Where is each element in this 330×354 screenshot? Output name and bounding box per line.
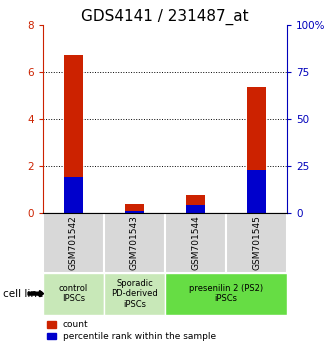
Text: GSM701542: GSM701542 <box>69 216 78 270</box>
Bar <box>165 213 226 273</box>
Bar <box>186 195 205 213</box>
Bar <box>43 213 104 273</box>
Bar <box>248 87 266 213</box>
Bar <box>248 170 266 213</box>
Bar <box>125 204 144 213</box>
Legend: count, percentile rank within the sample: count, percentile rank within the sample <box>48 320 216 341</box>
Bar <box>186 205 205 213</box>
Bar <box>104 273 165 315</box>
Text: GSM701544: GSM701544 <box>191 216 200 270</box>
Bar <box>43 273 104 315</box>
Title: GDS4141 / 231487_at: GDS4141 / 231487_at <box>81 8 249 25</box>
Bar <box>226 213 287 273</box>
Text: control
IPSCs: control IPSCs <box>59 284 88 303</box>
Text: cell line: cell line <box>3 289 44 299</box>
Bar <box>125 211 144 213</box>
Text: GSM701545: GSM701545 <box>252 215 261 270</box>
Text: presenilin 2 (PS2)
iPSCs: presenilin 2 (PS2) iPSCs <box>189 284 263 303</box>
Text: Sporadic
PD-derived
iPSCs: Sporadic PD-derived iPSCs <box>111 279 158 309</box>
Bar <box>64 55 82 213</box>
Bar <box>104 213 165 273</box>
Bar <box>64 177 82 213</box>
Bar <box>165 273 287 315</box>
Text: GSM701543: GSM701543 <box>130 215 139 270</box>
